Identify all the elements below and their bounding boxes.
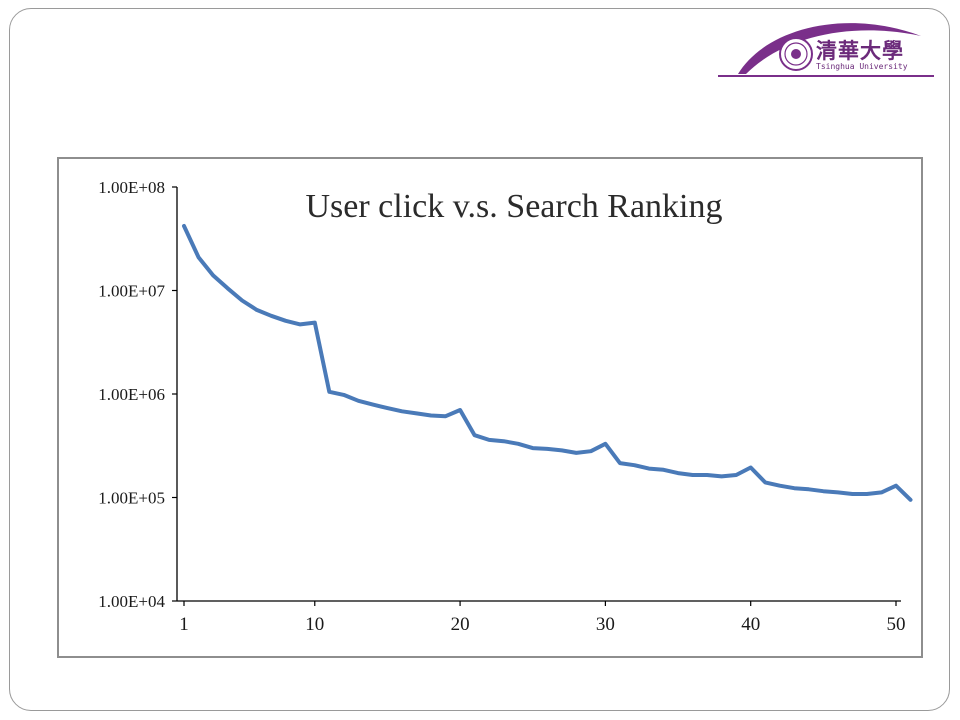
x-tick-label: 10 bbox=[305, 614, 324, 635]
x-tick-label: 30 bbox=[596, 614, 615, 635]
data-point bbox=[240, 298, 244, 303]
data-point bbox=[429, 413, 433, 418]
data-point bbox=[879, 490, 884, 494]
data-point bbox=[618, 461, 622, 465]
data-point bbox=[720, 474, 724, 478]
data-point bbox=[734, 473, 738, 477]
y-tick-label: 1.00E+04 bbox=[98, 592, 165, 611]
data-point bbox=[458, 408, 462, 412]
data-point bbox=[487, 438, 491, 442]
data-point bbox=[574, 451, 578, 455]
data-point bbox=[531, 446, 535, 450]
x-tick-label: 40 bbox=[741, 614, 760, 635]
data-point bbox=[269, 314, 273, 318]
data-point bbox=[603, 442, 608, 446]
series-layer bbox=[182, 224, 913, 502]
chart-axes bbox=[176, 187, 901, 602]
data-point bbox=[632, 463, 637, 467]
data-point bbox=[313, 321, 317, 325]
logo-name-english: Tsinghua University bbox=[816, 62, 908, 71]
data-point bbox=[589, 449, 593, 453]
data-point bbox=[327, 390, 331, 394]
data-point bbox=[661, 468, 666, 472]
x-axis-ticks: 1 10 20 30 40 50 bbox=[179, 601, 906, 635]
data-point bbox=[371, 403, 375, 407]
data-point bbox=[342, 393, 346, 397]
data-point bbox=[749, 465, 753, 470]
data-point bbox=[545, 447, 549, 451]
data-point bbox=[792, 486, 796, 490]
x-tick-label: 20 bbox=[451, 614, 470, 635]
data-point bbox=[894, 484, 898, 488]
data-point bbox=[705, 473, 709, 477]
data-point bbox=[865, 492, 869, 496]
x-tick-label: 50 bbox=[887, 614, 906, 635]
series-line bbox=[182, 224, 913, 502]
logo-swoosh bbox=[718, 23, 934, 77]
data-point bbox=[647, 467, 651, 471]
x-tick-label: 1 bbox=[179, 614, 189, 635]
y-tick-label: 1.00E+06 bbox=[98, 385, 165, 404]
data-point bbox=[676, 471, 680, 475]
y-tick-label: 1.00E+05 bbox=[98, 489, 165, 508]
data-point bbox=[255, 308, 259, 312]
data-point bbox=[226, 286, 230, 290]
data-point bbox=[400, 409, 404, 413]
data-point bbox=[284, 319, 288, 323]
data-point bbox=[414, 411, 419, 415]
data-point bbox=[850, 492, 855, 496]
data-point bbox=[908, 498, 913, 502]
chart-container: User click v.s. Search Ranking 1.00E+08 1… bbox=[57, 157, 923, 658]
data-point bbox=[691, 473, 695, 477]
data-point bbox=[298, 322, 302, 326]
data-point bbox=[778, 484, 782, 488]
data-point bbox=[807, 487, 811, 491]
data-point bbox=[211, 273, 215, 277]
y-axis-ticks: 1.00E+08 1.00E+07 1.00E+06 1.00E+05 1.00E+04 bbox=[98, 178, 177, 611]
data-point bbox=[836, 490, 840, 494]
data-point bbox=[196, 255, 201, 259]
logo-name-chinese: 清華大學 bbox=[816, 38, 904, 63]
data-point bbox=[444, 414, 448, 418]
data-point bbox=[763, 480, 767, 484]
y-tick-label: 1.00E+08 bbox=[98, 178, 165, 197]
data-point bbox=[473, 433, 477, 437]
line-chart: User click v.s. Search Ranking 1.00E+081… bbox=[98, 178, 913, 635]
data-point bbox=[560, 448, 564, 452]
chart-title: User click v.s. Search Ranking bbox=[305, 188, 722, 225]
data-point bbox=[385, 406, 389, 410]
data-point bbox=[356, 399, 360, 403]
data-point bbox=[502, 439, 506, 443]
data-point bbox=[182, 224, 186, 228]
data-point bbox=[821, 489, 825, 493]
y-tick-label: 1.00E+07 bbox=[98, 282, 165, 301]
data-point bbox=[516, 442, 520, 446]
